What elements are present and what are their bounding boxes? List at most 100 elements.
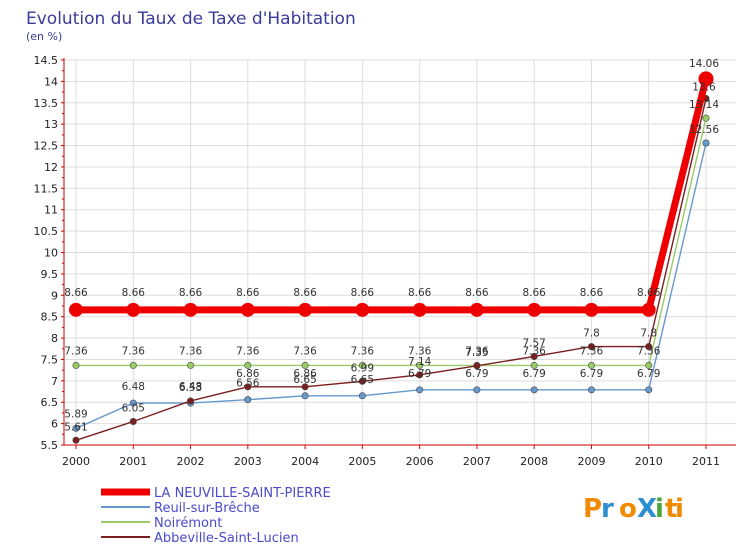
data-label: 6.79 (408, 368, 431, 380)
data-point (72, 424, 80, 432)
data-point (416, 361, 424, 369)
data-point (183, 302, 198, 317)
data-label: 7.36 (637, 345, 661, 357)
y-tick-label: 7 (51, 375, 58, 388)
data-label: 8.66 (179, 287, 203, 299)
data-label: 7.36 (236, 345, 260, 357)
axes: 5.5 6 6.5 7 7.5 8 8.5 9 9.5 10 10.5 11 11.5 12 12.5 13 1… (34, 54, 736, 468)
data-point (645, 343, 653, 351)
x-tick-label: 2010 (635, 455, 663, 468)
labels-layer: 8.66 8.66 8.66 8.66 8.66 8.66 8.66 8.66 8.66 8.66… (64, 58, 719, 433)
data-label: 8.66 (408, 287, 432, 299)
data-point (244, 396, 252, 404)
data-label: 7.36 (522, 345, 546, 357)
logo-letter: r (601, 494, 614, 524)
y-tick-label: 11.5 (34, 182, 59, 195)
data-label: 6.86 (293, 368, 317, 380)
data-point (702, 114, 710, 122)
x-tick-label: 2005 (348, 455, 376, 468)
y-tick-label: 10 (44, 247, 58, 260)
data-label: 6.48 (122, 381, 145, 393)
data-point (129, 361, 137, 369)
logo-letter: P (583, 494, 602, 524)
y-tick-label: 9 (51, 289, 58, 302)
data-label: 8.66 (522, 287, 546, 299)
data-point (72, 361, 80, 369)
data-label: 7.36 (64, 345, 88, 357)
x-tick-label: 2009 (577, 455, 605, 468)
data-point (530, 352, 538, 360)
data-label: 6.99 (351, 362, 374, 374)
x-tick-label: 2006 (406, 455, 434, 468)
data-point (244, 361, 252, 369)
logo-letter: o (619, 494, 637, 524)
series-line (75, 142, 707, 429)
data-label: 14.06 (689, 58, 719, 70)
legend-label: Noirémont (154, 516, 222, 531)
data-label: 8.66 (580, 287, 604, 299)
data-label: 7.35 (465, 347, 488, 359)
y-tick-label: 13 (44, 118, 58, 131)
data-point (473, 362, 481, 370)
y-tick-label: 10.5 (34, 225, 59, 238)
data-label: 13.14 (689, 99, 719, 111)
y-tick-label: 6.5 (41, 396, 59, 409)
chart-subtitle: (en %) (26, 30, 62, 43)
data-point (301, 361, 309, 369)
data-point (358, 361, 366, 369)
data-label: 5.89 (64, 408, 87, 420)
data-point (584, 302, 599, 317)
data-label: 8.66 (637, 287, 661, 299)
y-tick-label: 12 (44, 161, 58, 174)
data-point (587, 343, 595, 351)
data-point (72, 436, 80, 444)
data-point (469, 302, 484, 317)
data-label: 7.36 (122, 345, 146, 357)
x-tick-label: 2000 (62, 455, 90, 468)
data-point (301, 383, 309, 391)
data-point (641, 302, 656, 317)
data-label: 8.66 (236, 287, 260, 299)
data-point (69, 302, 83, 317)
data-point (530, 386, 538, 394)
data-label: 8.66 (293, 287, 317, 299)
x-tick-label: 2003 (234, 455, 262, 468)
data-label: 8.66 (122, 287, 146, 299)
y-tick-label: 8 (51, 332, 58, 345)
x-tick-label: 2002 (177, 455, 205, 468)
data-label: 7.36 (179, 345, 203, 357)
data-label: 12.56 (689, 124, 719, 136)
y-tick-label: 13.5 (34, 97, 59, 110)
data-label: 7.14 (408, 356, 432, 368)
data-label: 7.57 (522, 337, 545, 349)
series-line (76, 118, 707, 367)
series-line (75, 98, 707, 441)
data-label: 7.36 (408, 345, 432, 357)
data-point (298, 302, 313, 317)
data-label: 6.48 (179, 381, 202, 393)
y-tick-label: 5.5 (41, 439, 59, 452)
data-label: 7.8 (583, 328, 600, 340)
legend-label: Abbeville-Saint-Lucien (154, 531, 299, 546)
data-point (645, 386, 653, 394)
data-point (355, 302, 370, 317)
logo-letter: t (665, 494, 677, 524)
logo-letter: i (675, 494, 684, 524)
series-line (76, 77, 710, 314)
legend-label: LA NEUVILLE-SAINT-PIERRE (154, 486, 331, 501)
data-point (129, 417, 137, 425)
data-point (412, 302, 427, 317)
data-label: 13.6 (692, 82, 716, 94)
data-point (645, 361, 653, 369)
data-point (240, 302, 255, 317)
data-label: 7.36 (465, 345, 489, 357)
data-point (358, 392, 366, 400)
data-label: 7.8 (640, 328, 657, 340)
logo-letter: X (637, 494, 657, 524)
logo-letter: i (655, 494, 664, 524)
data-label: 8.66 (465, 287, 489, 299)
data-label: 7.36 (293, 345, 317, 357)
y-tick-label: 8.5 (41, 311, 59, 324)
